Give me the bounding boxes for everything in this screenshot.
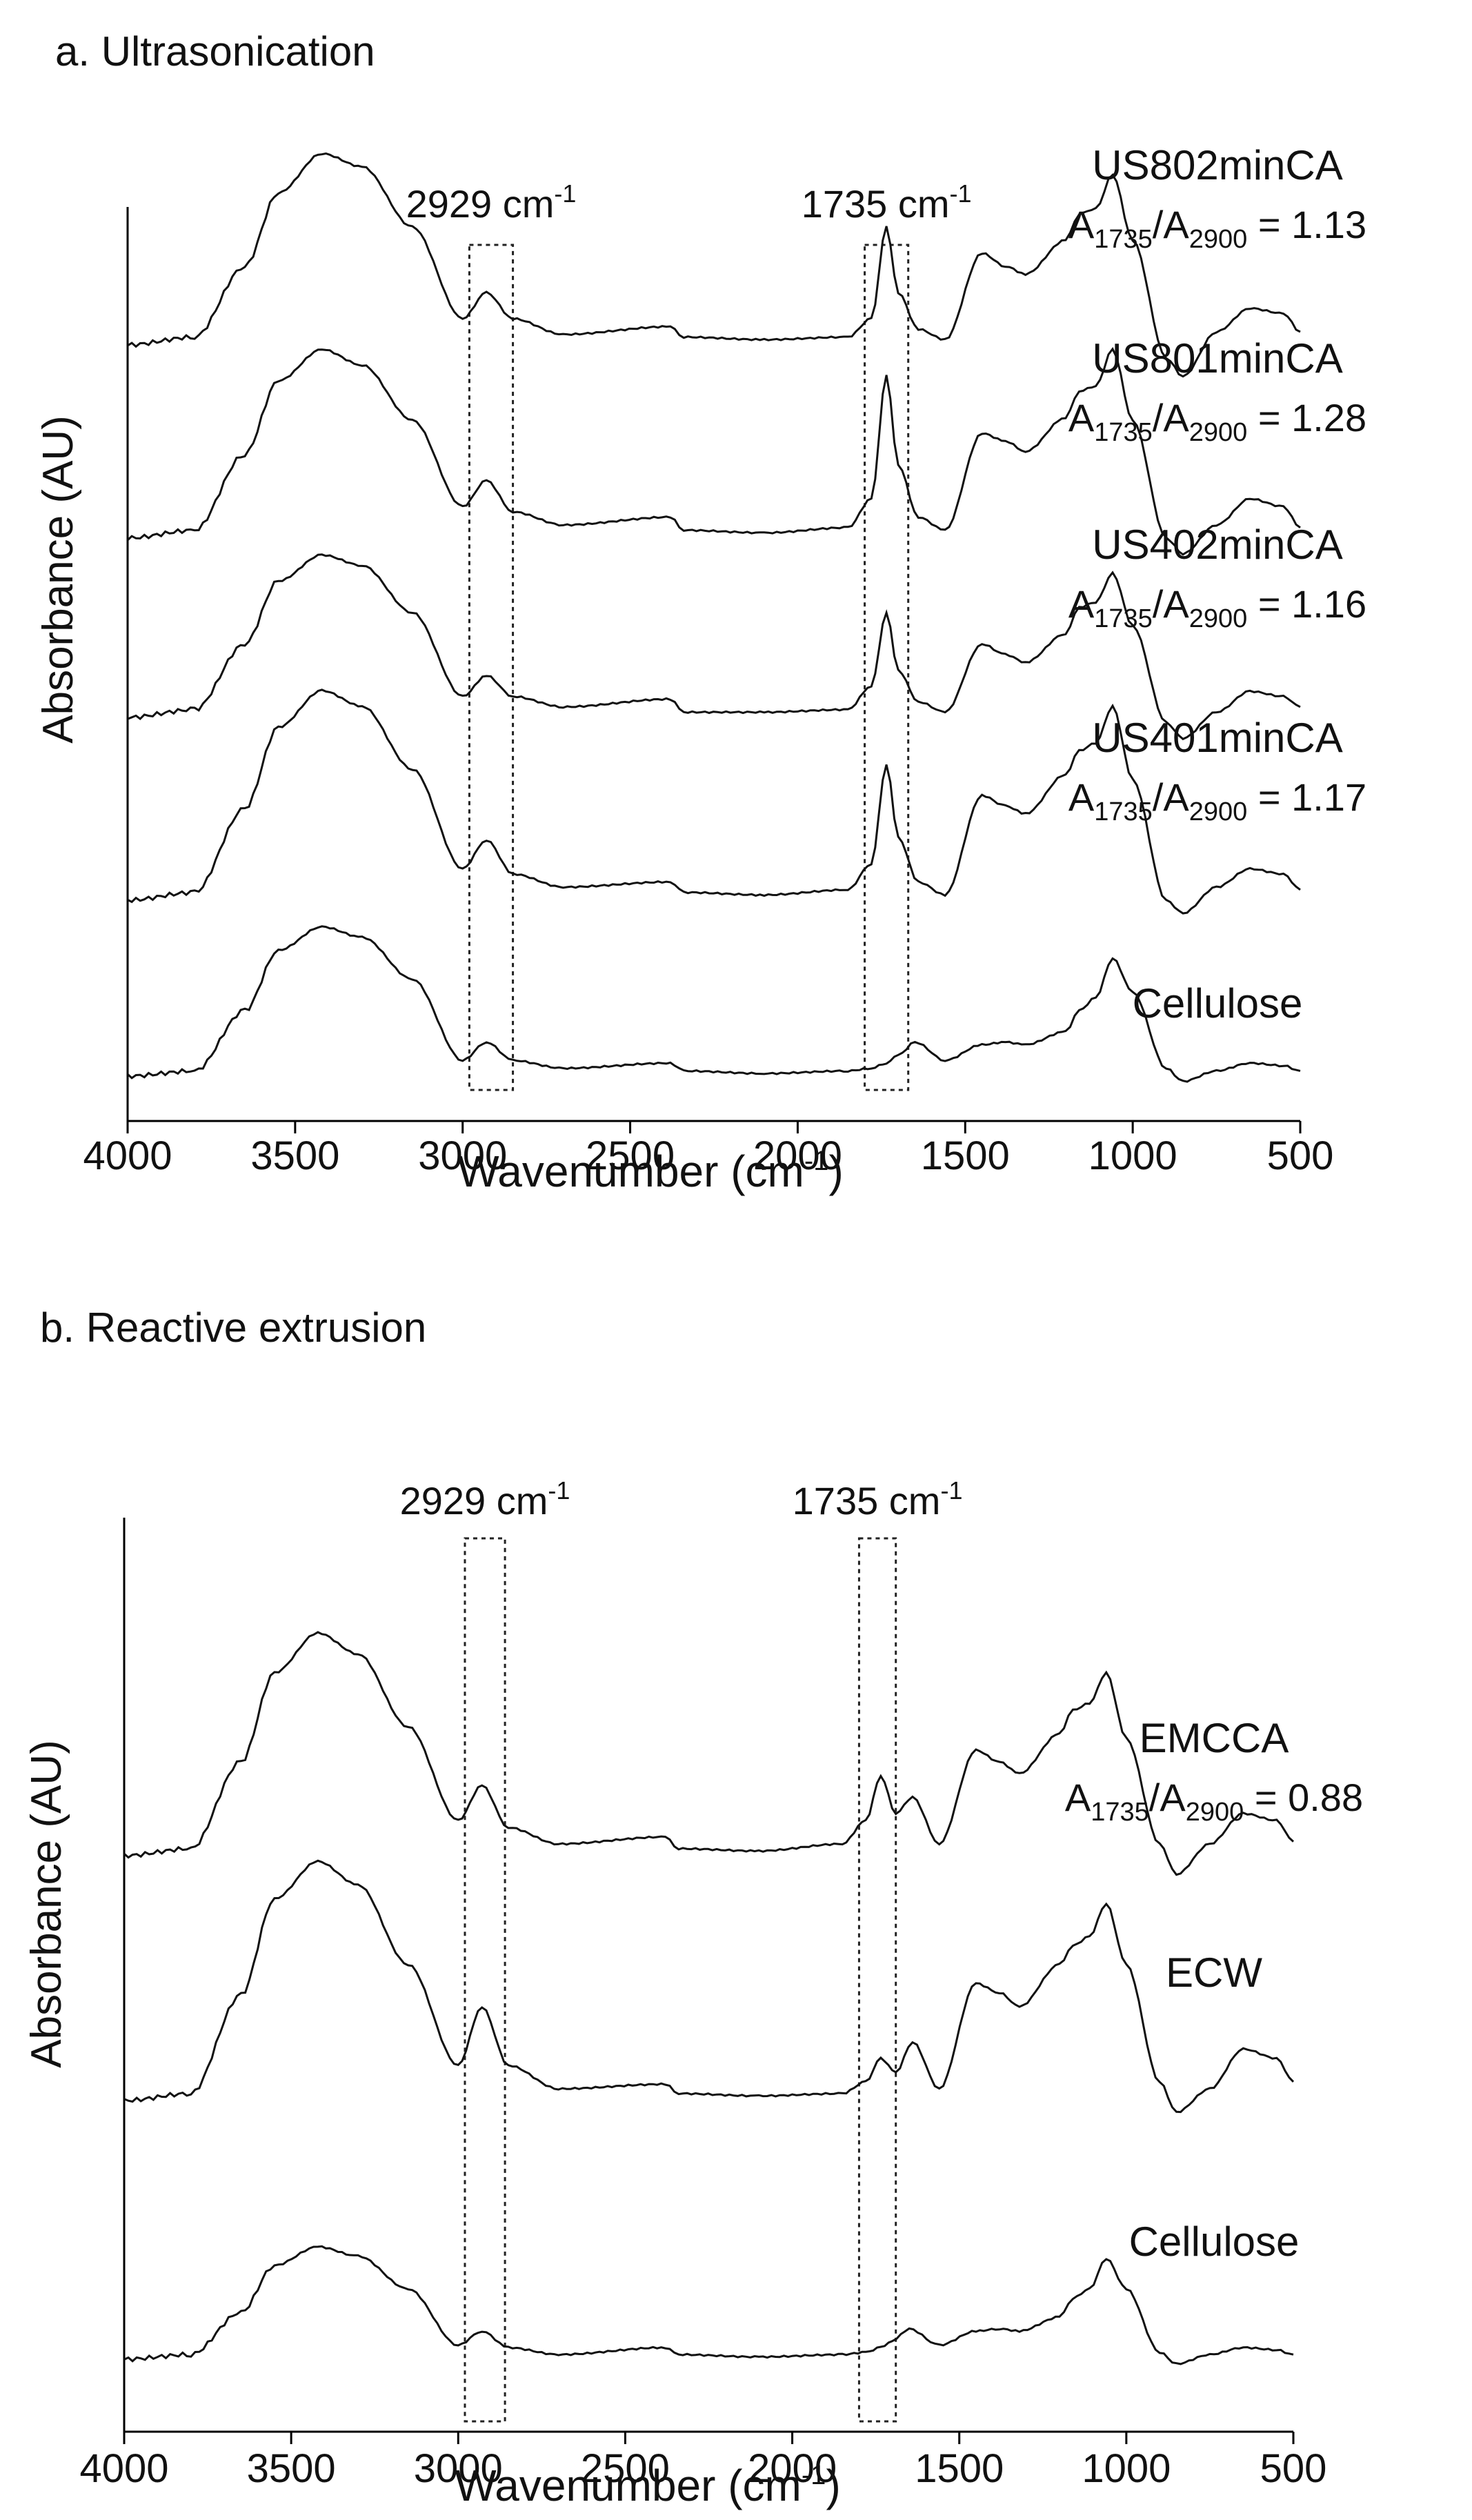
ratio-part: 2900 xyxy=(1186,1798,1244,1827)
panel-b-x-tick-label: 3500 xyxy=(247,2446,336,2491)
panel-b-reactive-extrusion: b. Reactive extrusion Absorbance (AU) Wa… xyxy=(23,1304,1363,2510)
panel-b-band-1 xyxy=(857,1537,897,2423)
ratio-part: /A xyxy=(1153,582,1190,626)
panel-b-band-label-main: 1735 cm xyxy=(793,1479,941,1522)
panel-a-series-us801minca xyxy=(126,347,1301,556)
panel-b-title: b. Reactive extrusion xyxy=(40,1304,426,1351)
panel-a-ratio-label-us401minca: A1735/A2900 = 1.17 xyxy=(1068,775,1366,826)
panel-a-x-tick-label: 3500 xyxy=(250,1133,339,1178)
panel-b-x-tick-label: 2000 xyxy=(748,2446,837,2491)
panel-b-band-label-0: 2929 cm-1 xyxy=(400,1476,570,1522)
panel-b-series-ecw xyxy=(123,1859,1295,2114)
ratio-part: 0.88 xyxy=(1288,1776,1363,1819)
panel-a-band-label-1: 1735 cm-1 xyxy=(802,179,972,226)
panel-a-series-label-us402minca: US402minCA xyxy=(1092,522,1343,568)
panel-a-x-axis-label-tail: ) xyxy=(828,1147,843,1196)
panel-b-ratio-label-emcca: A1735/A2900 = 0.88 xyxy=(1065,1776,1363,1827)
panel-a-x-axis-label-sup: -1 xyxy=(804,1146,829,1176)
panel-b-y-axis-label: Absorbance (AU) xyxy=(23,1740,70,2068)
panel-a-y-axis-label: Absorbance (AU) xyxy=(34,415,82,744)
ratio-part: = xyxy=(1247,203,1291,246)
ratio-part: A xyxy=(1065,1776,1091,1819)
panel-b-x-axis-label-sup: -1 xyxy=(802,2460,826,2490)
panel-a-series-label-us401minca: US401minCA xyxy=(1092,715,1343,761)
panel-b-band-label-1: 1735 cm-1 xyxy=(793,1476,963,1522)
panel-a-band-1 xyxy=(864,244,910,1091)
panel-b-series-label-ecw: ECW xyxy=(1166,1949,1262,1996)
ratio-part: 1.13 xyxy=(1291,203,1366,246)
panel-a-x-axis-label-main: Wavenumber (cm xyxy=(457,1147,804,1196)
ratio-part: 1735 xyxy=(1094,418,1153,447)
panel-a-ratio-label-us802minca: A1735/A2900 = 1.13 xyxy=(1068,203,1366,254)
panel-b-series-label-emcca: EMCCA xyxy=(1140,1715,1289,1761)
panel-b-x-tick-label: 2500 xyxy=(581,2446,670,2491)
panel-a-x-tick-label: 2500 xyxy=(586,1133,675,1178)
panel-b-x-tick-label: 3000 xyxy=(414,2446,503,2491)
panel-b-x-axis-label: Wavenumber (cm-1) xyxy=(455,2460,841,2510)
panel-a-series-label-us801minca: US801minCA xyxy=(1092,335,1343,381)
panel-a-title: a. Ultrasonication xyxy=(55,28,375,75)
ratio-part: A xyxy=(1068,582,1095,626)
panel-a-series-us802minca xyxy=(127,152,1301,378)
panel-a-x-tick-label: 2000 xyxy=(753,1133,842,1178)
panel-a-x-tick-label: 4000 xyxy=(83,1133,172,1178)
ratio-part: A xyxy=(1068,203,1095,246)
ratio-part: 1735 xyxy=(1094,797,1153,826)
panel-b-x-axis-label-tail: ) xyxy=(826,2461,840,2510)
ratio-part: = xyxy=(1244,1776,1288,1819)
ratio-part: 2900 xyxy=(1189,225,1248,254)
ratio-part: 1735 xyxy=(1094,225,1153,254)
ratio-part: A xyxy=(1068,396,1095,439)
panel-a-series-us401minca xyxy=(127,688,1301,915)
ratio-part: A xyxy=(1068,775,1095,819)
panel-a-series-label-cellulose: Cellulose xyxy=(1133,980,1303,1026)
panel-a-ultrasonication: a. Ultrasonication Absorbance (AU) Waven… xyxy=(34,28,1366,1196)
panel-b-series-emcca xyxy=(123,1631,1295,1876)
ratio-part: 1735 xyxy=(1091,1798,1149,1827)
panel-a-x-tick-label: 500 xyxy=(1267,1133,1334,1178)
panel-a-ratio-label-us402minca: A1735/A2900 = 1.16 xyxy=(1068,582,1366,633)
panel-a-series-label-us802minca: US802minCA xyxy=(1092,142,1343,188)
panel-b-band-label-sup: -1 xyxy=(548,1476,570,1505)
panel-a-series-us402minca xyxy=(127,553,1301,741)
panel-a-ratio-label-us801minca: A1735/A2900 = 1.28 xyxy=(1068,396,1366,447)
ratio-part: 2900 xyxy=(1189,418,1248,447)
ratio-part: 2900 xyxy=(1189,604,1248,633)
panel-b-x-tick-label: 4000 xyxy=(79,2446,168,2491)
panel-b-x-tick-label: 500 xyxy=(1260,2446,1327,2491)
panel-a-x-tick-label: 1500 xyxy=(921,1133,1010,1178)
panel-a-band-label-sup: -1 xyxy=(554,179,576,208)
panel-a-band-label-main: 2929 cm xyxy=(406,182,555,226)
ratio-part: /A xyxy=(1153,203,1190,246)
panel-a-x-tick-label: 3000 xyxy=(418,1133,507,1178)
panel-a-band-label-0: 2929 cm-1 xyxy=(406,179,577,226)
panel-b-x-axis-label-main: Wavenumber (cm xyxy=(455,2461,802,2510)
ratio-part: 1735 xyxy=(1094,604,1153,633)
panel-b-band-label-main: 2929 cm xyxy=(400,1479,548,1522)
panel-a-band-0 xyxy=(468,244,515,1091)
ratio-part: /A xyxy=(1153,396,1190,439)
ratio-part: 2900 xyxy=(1189,797,1248,826)
ratio-part: = xyxy=(1247,582,1291,626)
panel-b-x-tick-label: 1500 xyxy=(915,2446,1004,2491)
panel-b-band-label-sup: -1 xyxy=(940,1476,962,1505)
ratio-part: = xyxy=(1247,396,1291,439)
ratio-part: = xyxy=(1247,775,1291,819)
panel-a-x-tick-label: 1000 xyxy=(1088,1133,1177,1178)
panel-a-series-cellulose xyxy=(126,925,1301,1083)
panel-b-series-cellulose xyxy=(123,2245,1294,2365)
panel-b-band-0 xyxy=(464,1537,506,2423)
panel-b-x-tick-label: 1000 xyxy=(1082,2446,1171,2491)
ratio-part: 1.17 xyxy=(1291,775,1366,819)
panel-a-x-axis-label: Wavenumber (cm-1) xyxy=(457,1146,844,1196)
panel-a-band-label-main: 1735 cm xyxy=(802,182,950,226)
panel-b-series-label-cellulose: Cellulose xyxy=(1129,2219,1300,2265)
ratio-part: 1.16 xyxy=(1291,582,1366,626)
ratio-part: /A xyxy=(1153,775,1190,819)
ratio-part: /A xyxy=(1149,1776,1186,1819)
ratio-part: 1.28 xyxy=(1291,396,1366,439)
panel-a-band-label-sup: -1 xyxy=(950,179,972,208)
